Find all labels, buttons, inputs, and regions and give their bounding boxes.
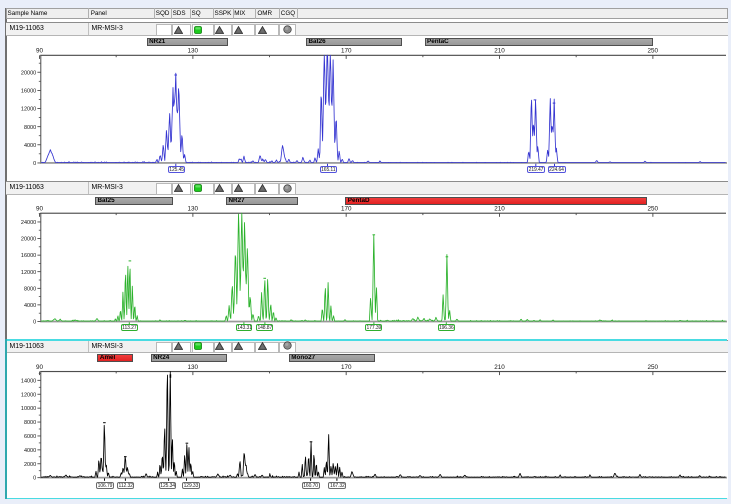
svg-text:90: 90 bbox=[36, 364, 44, 371]
svg-text:14000: 14000 bbox=[21, 378, 36, 384]
svg-text:90: 90 bbox=[36, 48, 44, 55]
svg-text:12000: 12000 bbox=[21, 392, 36, 398]
svg-text:12000: 12000 bbox=[21, 107, 36, 113]
svg-text:12000: 12000 bbox=[21, 270, 36, 276]
svg-text:10000: 10000 bbox=[21, 406, 36, 412]
svg-text:210: 210 bbox=[494, 206, 505, 213]
svg-text:0: 0 bbox=[33, 476, 36, 482]
svg-text:130: 130 bbox=[188, 48, 199, 55]
svg-text:16000: 16000 bbox=[21, 89, 36, 95]
svg-text:0: 0 bbox=[33, 161, 36, 167]
svg-text:20000: 20000 bbox=[21, 70, 36, 76]
svg-text:90: 90 bbox=[36, 206, 44, 213]
svg-text:250: 250 bbox=[648, 206, 659, 213]
svg-text:170: 170 bbox=[341, 206, 352, 213]
svg-text:6000: 6000 bbox=[24, 434, 36, 440]
svg-text:0: 0 bbox=[33, 320, 36, 326]
svg-text:20000: 20000 bbox=[21, 237, 36, 243]
svg-text:8000: 8000 bbox=[24, 286, 36, 292]
svg-text:130: 130 bbox=[188, 364, 199, 371]
svg-text:170: 170 bbox=[341, 364, 352, 371]
svg-text:250: 250 bbox=[648, 48, 659, 55]
svg-text:130: 130 bbox=[188, 206, 199, 213]
svg-text:250: 250 bbox=[648, 364, 659, 371]
svg-text:210: 210 bbox=[494, 364, 505, 371]
svg-text:8000: 8000 bbox=[24, 125, 36, 131]
svg-text:4000: 4000 bbox=[24, 448, 36, 454]
svg-text:170: 170 bbox=[341, 48, 352, 55]
svg-text:8000: 8000 bbox=[24, 420, 36, 426]
svg-text:4000: 4000 bbox=[24, 143, 36, 149]
svg-text:24000: 24000 bbox=[21, 220, 36, 226]
svg-text:2000: 2000 bbox=[24, 462, 36, 468]
svg-text:16000: 16000 bbox=[21, 253, 36, 259]
svg-text:210: 210 bbox=[494, 48, 505, 55]
svg-text:4000: 4000 bbox=[24, 303, 36, 309]
